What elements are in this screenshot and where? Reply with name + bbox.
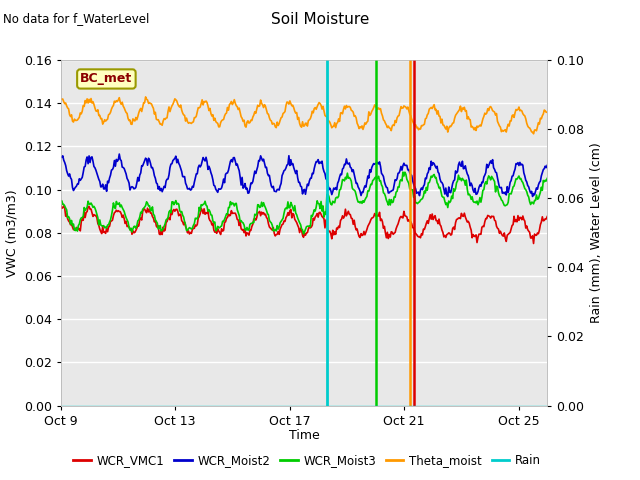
Y-axis label: Rain (mm), Water Level (cm): Rain (mm), Water Level (cm) — [590, 143, 603, 323]
Text: No data for f_WaterLevel: No data for f_WaterLevel — [3, 12, 150, 25]
Legend: WCR_VMC1, WCR_Moist2, WCR_Moist3, Theta_moist, Rain: WCR_VMC1, WCR_Moist2, WCR_Moist3, Theta_… — [68, 449, 546, 472]
X-axis label: Time: Time — [289, 429, 319, 442]
Y-axis label: VWC (m3/m3): VWC (m3/m3) — [5, 189, 18, 276]
Text: Soil Moisture: Soil Moisture — [271, 12, 369, 27]
Text: BC_met: BC_met — [80, 72, 132, 85]
